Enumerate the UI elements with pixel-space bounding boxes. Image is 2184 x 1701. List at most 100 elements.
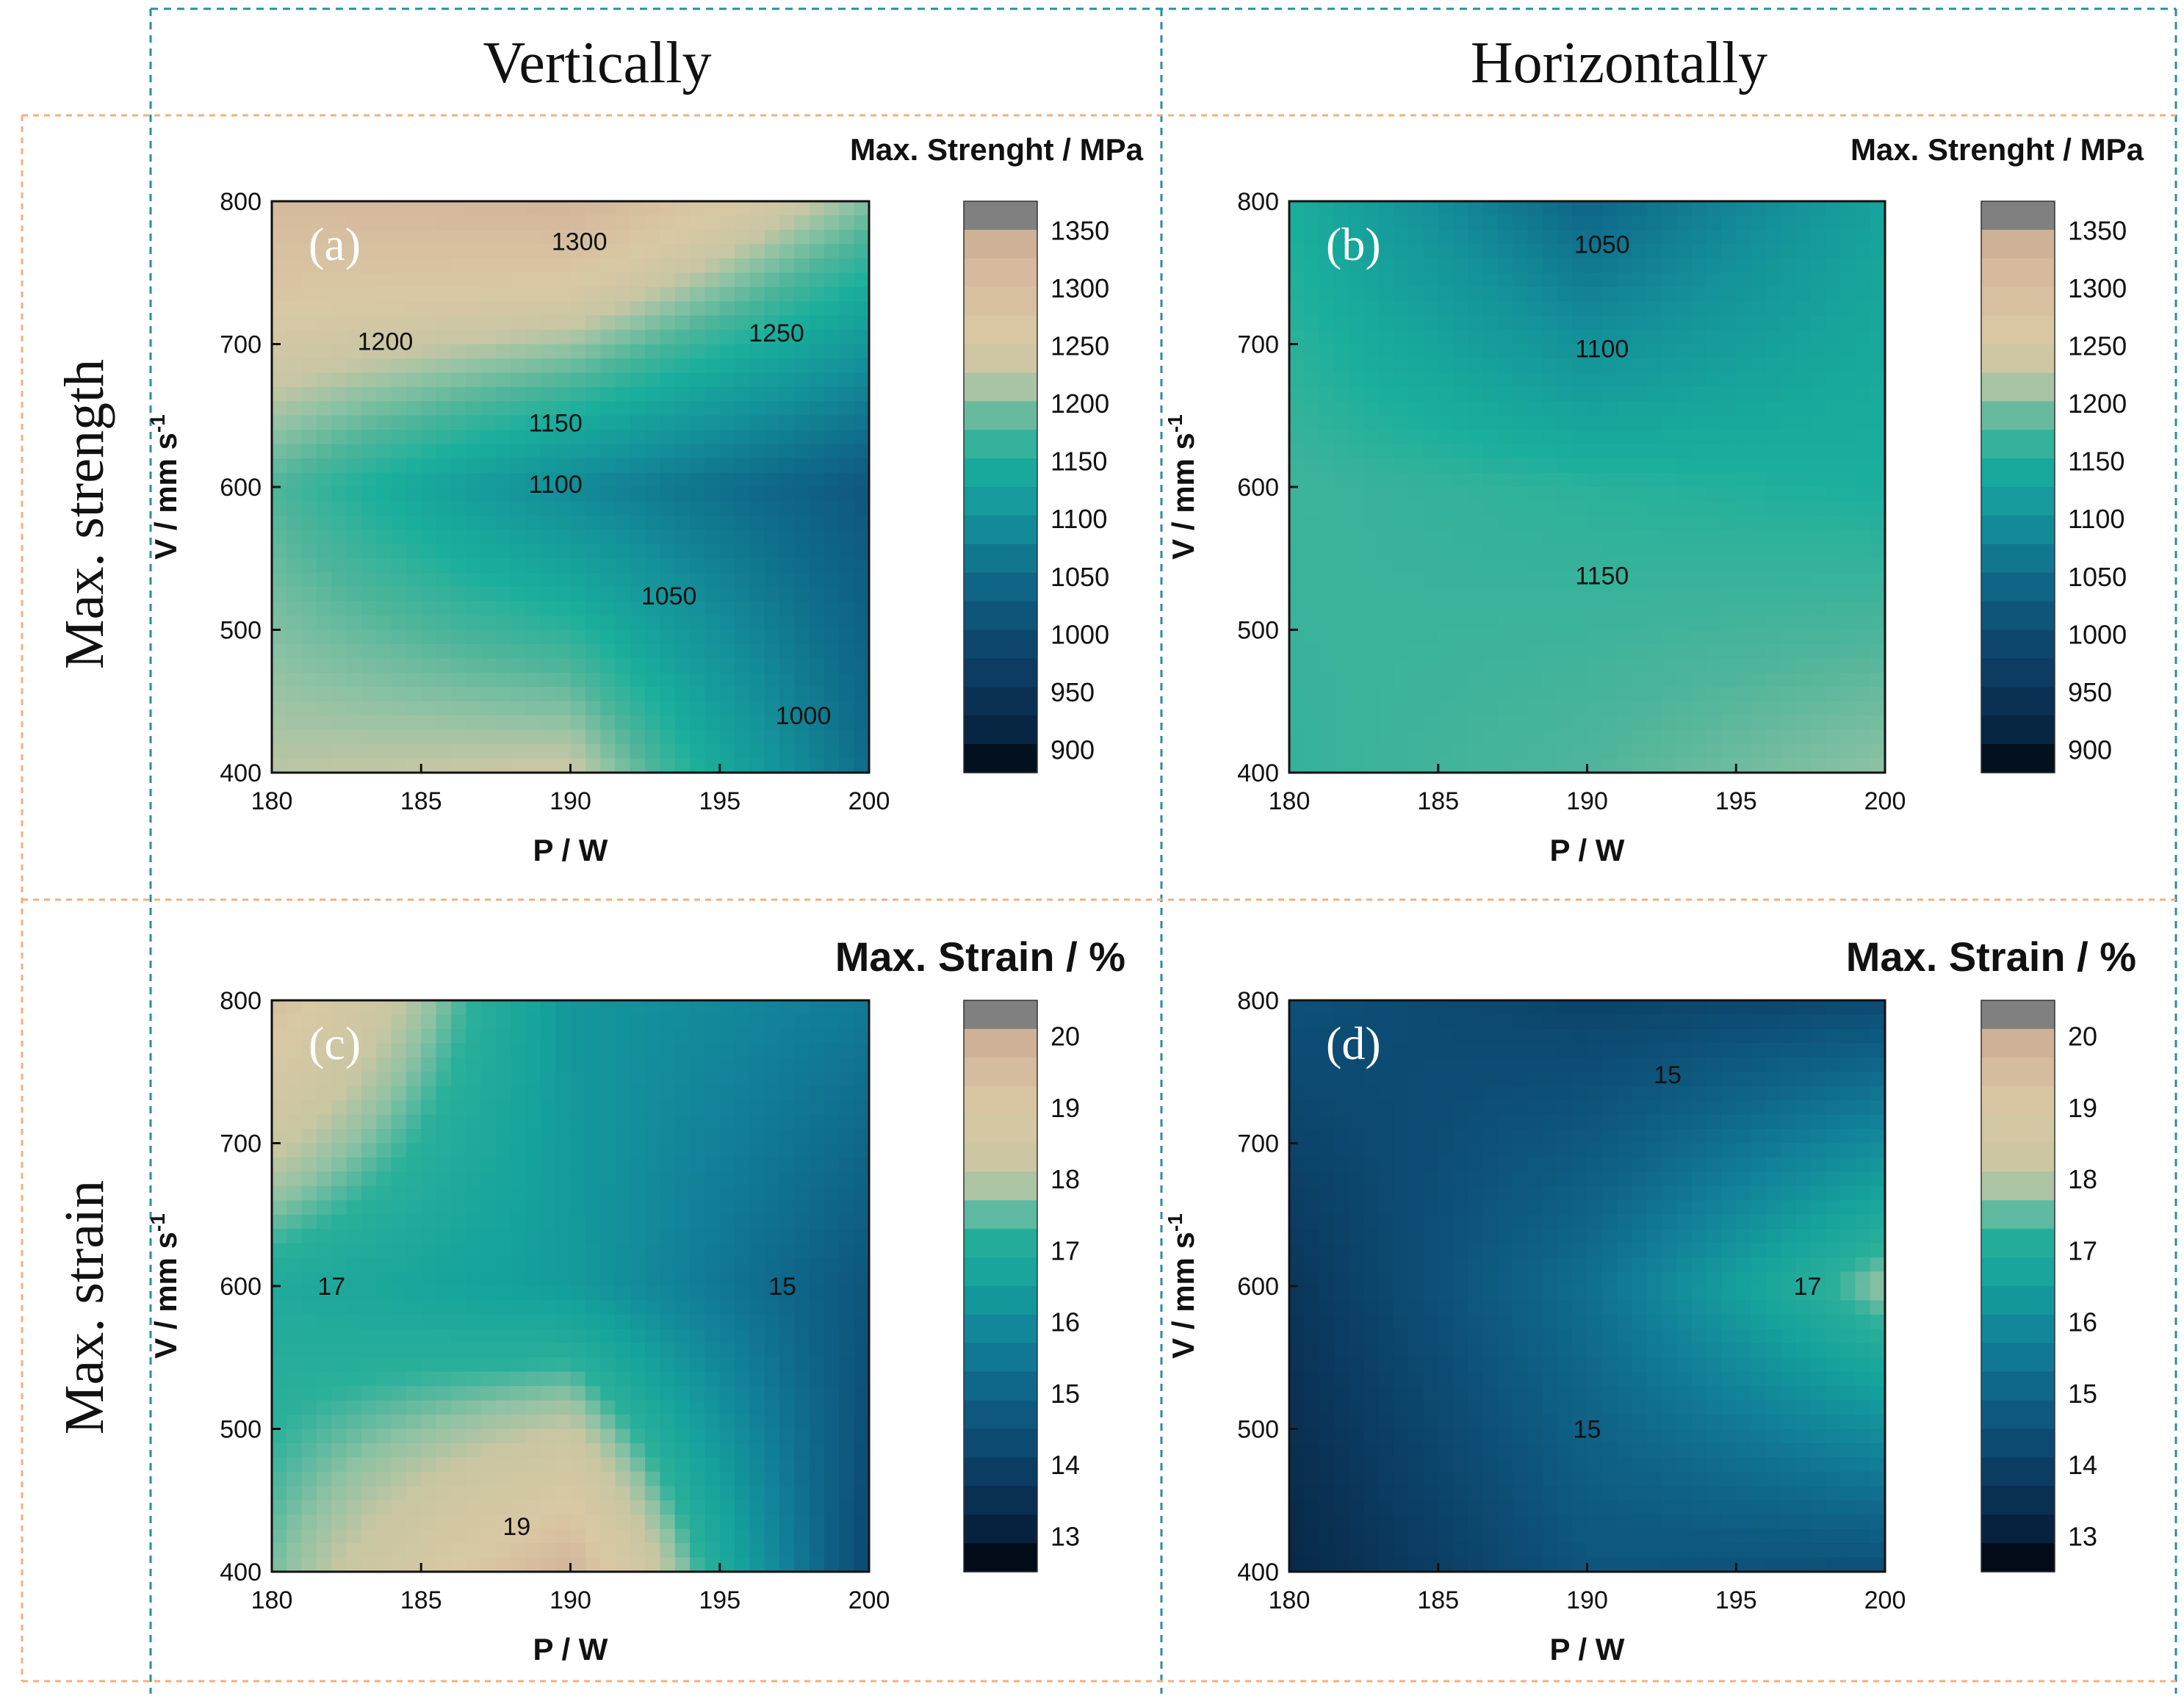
heatmap-cell <box>764 1043 780 1058</box>
colorbar-swatch <box>964 1028 1037 1058</box>
heatmap-cell <box>511 1014 527 1030</box>
heatmap-cell <box>525 444 541 459</box>
heatmap-cell <box>421 601 437 616</box>
heatmap-cell <box>585 386 601 402</box>
heatmap-cell <box>809 1157 825 1172</box>
heatmap-cell <box>585 1343 601 1358</box>
heatmap-cell <box>1304 744 1320 759</box>
heatmap-cell <box>316 1028 332 1044</box>
heatmap-cell <box>466 1386 482 1401</box>
heatmap-cell <box>630 458 646 474</box>
heatmap-cell <box>854 1343 870 1358</box>
panel-title: Max. Strenght / MPa <box>850 132 1144 167</box>
heatmap-cell <box>511 687 527 702</box>
heatmap-cell <box>361 1200 377 1216</box>
heatmap-cell <box>1393 587 1409 602</box>
heatmap-cell <box>286 1314 303 1329</box>
y-tick-label: 400 <box>220 1559 262 1586</box>
heatmap-cell <box>1497 629 1513 645</box>
heatmap-cell <box>301 458 317 474</box>
heatmap-cell <box>719 501 735 516</box>
heatmap-cell <box>1617 401 1632 416</box>
heatmap-cell <box>660 687 676 702</box>
x-tick-label: 200 <box>848 1586 890 1614</box>
heatmap-cell <box>1691 386 1707 402</box>
heatmap-cell <box>719 1486 735 1501</box>
heatmap-cell <box>1289 515 1305 530</box>
heatmap-cell <box>645 1500 661 1515</box>
heatmap-cell <box>615 430 631 445</box>
heatmap-cell <box>286 558 303 574</box>
heatmap-cell <box>1825 258 1841 273</box>
heatmap-cell <box>690 472 706 488</box>
heatmap-cell <box>794 386 810 402</box>
heatmap-cell <box>480 1086 497 1101</box>
heatmap-cell <box>301 1072 317 1087</box>
heatmap-cell <box>630 1343 646 1358</box>
heatmap-cell <box>346 601 362 616</box>
heatmap-cell <box>331 472 347 488</box>
heatmap-cell <box>704 1114 721 1130</box>
heatmap-cell <box>645 1286 661 1301</box>
heatmap-cell <box>1855 543 1871 559</box>
heatmap-cell <box>1438 701 1454 716</box>
heatmap-cell <box>660 1343 676 1358</box>
heatmap-cell <box>719 358 735 373</box>
heatmap-cell <box>1378 229 1394 245</box>
heatmap-cell <box>1840 244 1856 259</box>
heatmap-cell <box>630 1157 646 1172</box>
colorbar-swatch <box>1981 201 2055 231</box>
heatmap-cell <box>421 643 437 659</box>
heatmap-cell <box>346 758 362 773</box>
heatmap-cell <box>331 1357 347 1373</box>
heatmap-cell <box>1617 629 1632 645</box>
heatmap-cell <box>645 229 661 245</box>
heatmap-cell <box>272 543 287 559</box>
heatmap-cell <box>555 1271 572 1287</box>
heatmap-cell <box>615 1043 631 1058</box>
heatmap-cell <box>1349 215 1364 231</box>
heatmap-cell <box>1363 729 1380 745</box>
heatmap-cell <box>1393 430 1409 445</box>
heatmap-cell <box>1765 415 1781 430</box>
heatmap-cell <box>480 1286 497 1301</box>
heatmap-cell <box>1587 301 1603 317</box>
heatmap-cell <box>839 1043 855 1058</box>
heatmap-cell <box>1468 229 1484 245</box>
heatmap-cell <box>1527 758 1543 773</box>
heatmap-cell <box>809 1028 825 1044</box>
colorbar-swatch <box>964 1371 1037 1401</box>
heatmap-cell <box>1497 286 1513 302</box>
heatmap-cell <box>735 1286 750 1301</box>
heatmap-cell <box>1557 615 1573 631</box>
heatmap-cell <box>391 472 407 488</box>
heatmap-cell <box>615 1200 631 1216</box>
heatmap-cell <box>570 1000 586 1016</box>
heatmap-cell <box>421 1500 437 1515</box>
heatmap-cell <box>406 244 422 259</box>
y-tick-label: 700 <box>1237 331 1279 359</box>
heatmap-cell <box>1572 330 1588 345</box>
heatmap-cell <box>391 415 407 430</box>
heatmap-cell <box>645 1543 661 1559</box>
heatmap-cell <box>1617 344 1632 359</box>
heatmap-cell <box>1855 244 1871 259</box>
heatmap-cell <box>1840 229 1856 245</box>
heatmap-cell <box>376 1557 392 1572</box>
heatmap-cell <box>660 1043 676 1058</box>
heatmap-cell <box>1482 372 1499 388</box>
heatmap-cell <box>794 1072 810 1087</box>
heatmap-cell <box>1453 587 1468 602</box>
heatmap-cell <box>525 1314 541 1329</box>
heatmap-cell <box>1423 615 1439 631</box>
heatmap-cell <box>794 1300 810 1315</box>
heatmap-cell <box>1572 215 1588 231</box>
heatmap-cell <box>719 330 735 345</box>
heatmap-cell <box>286 215 303 231</box>
heatmap-cell <box>406 1200 422 1216</box>
heatmap-cell <box>1423 215 1439 231</box>
heatmap-cell <box>495 401 511 416</box>
heatmap-cell <box>1840 744 1856 759</box>
colorbar-tick-label: 1100 <box>1050 504 1107 534</box>
heatmap-cell <box>1781 344 1796 359</box>
